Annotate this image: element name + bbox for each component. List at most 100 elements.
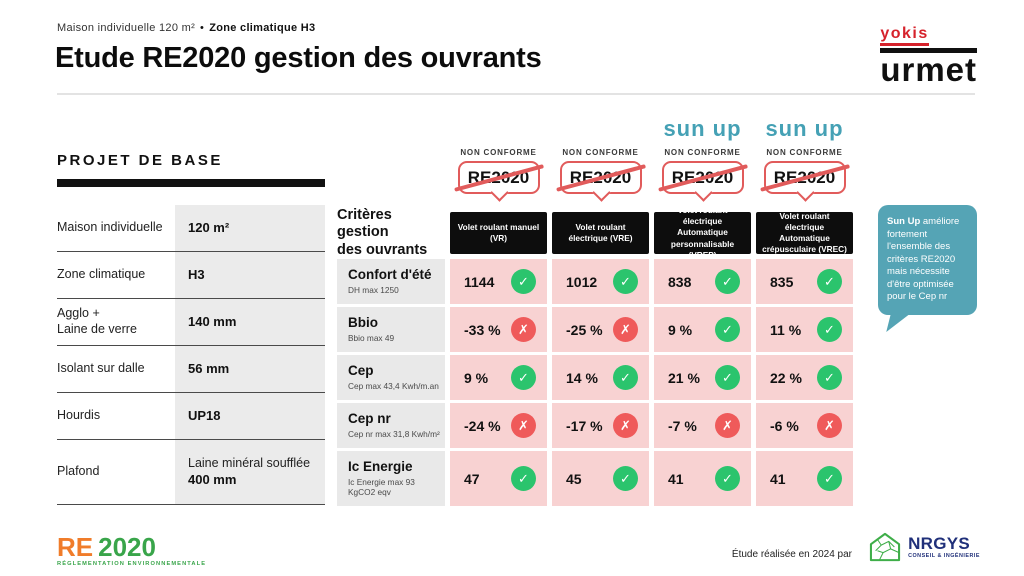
yokis-logo-text: yokis <box>880 26 929 46</box>
column-header-1: Volet roulant manuel (VR) <box>450 212 547 254</box>
data-cell: 835 ✓ <box>756 259 853 304</box>
sunup-logo: sun up <box>765 116 844 141</box>
cell-value: -25 % <box>566 321 603 338</box>
cell-value: -24 % <box>464 417 501 434</box>
criteria-name: Cep nr <box>348 410 391 426</box>
re2020-logo: RE 2020 RÉGLEMENTATION ENVIRONNEMENTALE <box>57 534 206 568</box>
non-conforme-row: NON CONFORME NON CONFORME NON CONFORME NON … <box>337 146 853 158</box>
data-cell: -6 % ✗ <box>756 403 853 448</box>
criteria-name: Ic Energie <box>348 458 413 474</box>
criteria-row-label: Ic Energie Ic Energie max 93 KgCO2 eqv <box>337 451 445 506</box>
project-row-value: UP18 <box>175 393 325 439</box>
re2020-logo-year: 2020 <box>98 532 156 562</box>
criteria-name: Cep <box>348 362 374 378</box>
data-cell: -25 % ✗ <box>552 307 649 352</box>
badge-cell: RE2020 <box>450 161 547 206</box>
data-cell: -7 % ✗ <box>654 403 751 448</box>
data-cell: 1012 ✓ <box>552 259 649 304</box>
project-value: 140 mm <box>188 313 237 329</box>
data-cell: 838 ✓ <box>654 259 751 304</box>
check-icon: ✓ <box>715 269 740 294</box>
cell-value: 41 <box>668 470 684 487</box>
cell-value: -33 % <box>464 321 501 338</box>
project-value: 120 m² <box>188 219 230 235</box>
sunup-cell <box>552 110 649 140</box>
criteria-limit: DH max 1250 <box>348 284 399 295</box>
re2020-logo-subtitle: RÉGLEMENTATION ENVIRONNEMENTALE <box>57 561 207 567</box>
project-panel-title: PROJET DE BASE <box>57 152 223 169</box>
project-row: Plafond Laine minéral soufflée 400 mm <box>57 440 325 505</box>
check-icon: ✓ <box>511 365 536 390</box>
criteria-row-label: Cep Cep max 43,4 Kwh/m.an <box>337 355 445 400</box>
cell-value: 14 % <box>566 369 598 386</box>
criteria-limit: Cep nr max 31,8 Kwh/m² <box>348 428 440 439</box>
re2020-crossed-badge: RE2020 <box>555 161 646 202</box>
check-icon: ✓ <box>613 365 638 390</box>
cell-value: 41 <box>770 470 786 487</box>
criteria-row-label: Cep nr Cep nr max 31,8 Kwh/m² <box>337 403 445 448</box>
project-row: Hourdis UP18 <box>57 393 325 440</box>
check-icon: ✓ <box>613 466 638 491</box>
table-header-row: Critères gestion des ouvrants Volet roula… <box>337 205 853 260</box>
project-row-value: 120 m² <box>175 205 325 251</box>
criteria-row: Ic Energie Ic Energie max 93 KgCO2 eqv 47 ✓… <box>337 451 853 506</box>
table-body: Confort d'été DH max 1250 1144 ✓ 1012 ✓ 838 ✓ 83… <box>337 259 853 506</box>
cell-value: 1144 <box>464 273 495 290</box>
re2020-logo-text: RE 2020 <box>57 534 206 560</box>
check-icon: ✓ <box>511 269 536 294</box>
header-divider <box>57 93 975 95</box>
check-icon: ✓ <box>715 466 740 491</box>
data-cell: 41 ✓ <box>654 451 751 506</box>
project-table: Maison individuelle 120 m² Zone climatique… <box>57 205 325 505</box>
project-row: Zone climatique H3 <box>57 252 325 299</box>
re2020-crossed-badge: RE2020 <box>453 161 544 202</box>
data-cell: 47 ✓ <box>450 451 547 506</box>
criteria-limit: Cep max 43,4 Kwh/m.an <box>348 380 439 391</box>
criteria-row-label: Bbio Bbio max 49 <box>337 307 445 352</box>
project-row-label: Agglo + Laine de verre <box>57 306 137 336</box>
check-icon: ✓ <box>613 269 638 294</box>
callout-text: améliore fortement l'ensemble des critèr… <box>887 216 960 303</box>
non-conforme-label: NON CONFORME <box>562 147 639 157</box>
nrgys-logo: NRGYS CONSEIL & INGÉNIERIE <box>868 532 980 562</box>
project-title-bar <box>57 179 325 187</box>
project-value: 56 mm <box>188 360 230 376</box>
cell-value: -7 % <box>668 417 697 434</box>
project-row: Agglo + Laine de verre 140 mm <box>57 299 325 346</box>
nrgys-name: NRGYS <box>908 533 971 553</box>
project-row-label: Isolant sur dalle <box>57 361 145 376</box>
cell-value: 45 <box>566 470 582 487</box>
cell-value: 11 % <box>770 321 802 338</box>
callout-bold: Sun Up <box>887 216 921 227</box>
data-cell: 11 % ✓ <box>756 307 853 352</box>
sunup-row: sun up sun up <box>337 110 853 140</box>
data-cell: 1144 ✓ <box>450 259 547 304</box>
re2020-logo-re: RE <box>57 532 94 562</box>
check-icon: ✓ <box>715 317 740 342</box>
corner-spacer <box>337 161 445 206</box>
check-icon: ✓ <box>817 466 842 491</box>
project-row-label: Plafond <box>57 464 100 479</box>
sunup-logo: sun up <box>663 116 742 141</box>
urmet-logo-text: urmet <box>880 48 977 86</box>
project-row-value: 56 mm <box>175 346 325 392</box>
cross-icon: ✗ <box>613 317 638 342</box>
corner-spacer <box>337 146 445 158</box>
non-conforme-label: NON CONFORME <box>766 147 843 157</box>
data-cell: 22 % ✓ <box>756 355 853 400</box>
sunup-cell: sun up <box>654 110 751 140</box>
check-icon: ✓ <box>715 365 740 390</box>
criteria-name: Bbio <box>348 314 378 330</box>
data-cell: 41 ✓ <box>756 451 853 506</box>
credit-text: Étude réalisée en 2024 par <box>731 549 852 560</box>
criteria-limit: Ic Energie max 93 KgCO2 eqv <box>348 476 415 497</box>
subtitle-separator: • <box>200 22 205 34</box>
criteria-table: sun up sun up NON CONFORME NON CONFORME NON… <box>337 110 853 509</box>
project-value: H3 <box>188 266 205 282</box>
column-header-2: Volet roulant électrique (VRE) <box>552 212 649 254</box>
sunup-callout: Sun Up améliore fortement l'ensemble des… <box>878 205 977 332</box>
nrgys-logo-text: NRGYS CONSEIL & INGÉNIERIE <box>908 535 980 559</box>
data-cell: -33 % ✗ <box>450 307 547 352</box>
sunup-cell <box>450 110 547 140</box>
